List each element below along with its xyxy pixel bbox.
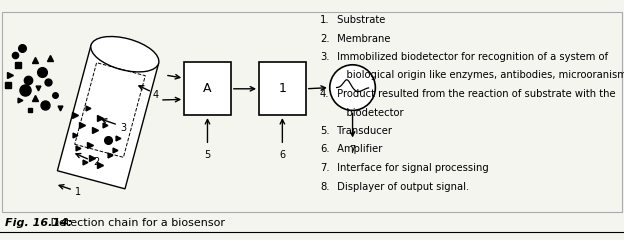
Text: 2.: 2. xyxy=(320,34,329,43)
Text: 4: 4 xyxy=(153,90,159,100)
Text: 4.: 4. xyxy=(320,89,329,99)
Polygon shape xyxy=(57,45,158,189)
Text: Interface for signal processing: Interface for signal processing xyxy=(334,163,489,173)
Text: 1.: 1. xyxy=(320,15,329,25)
Text: Product resulted from the reaction of substrate with the: Product resulted from the reaction of su… xyxy=(334,89,616,99)
Ellipse shape xyxy=(90,36,159,72)
Circle shape xyxy=(329,65,376,110)
Text: 3.: 3. xyxy=(320,52,329,62)
Text: Membrane: Membrane xyxy=(334,34,391,43)
Text: A: A xyxy=(203,82,212,95)
Text: biological origin like enzymes, antibodies, microoranisms: biological origin like enzymes, antibodi… xyxy=(334,71,624,80)
Text: 6: 6 xyxy=(280,150,285,160)
Text: Amplifier: Amplifier xyxy=(334,144,383,155)
Text: 7.: 7. xyxy=(320,163,329,173)
Text: 3: 3 xyxy=(120,123,126,133)
Text: Immobilized biodetector for recognition of a system of: Immobilized biodetector for recognition … xyxy=(334,52,608,62)
Text: Substrate: Substrate xyxy=(334,15,386,25)
Bar xyxy=(184,62,231,115)
Text: Displayer of output signal.: Displayer of output signal. xyxy=(334,181,469,192)
Text: Fig. 16.14:: Fig. 16.14: xyxy=(5,218,72,228)
Bar xyxy=(2,12,622,212)
Text: 2: 2 xyxy=(93,157,99,167)
Text: biodetector: biodetector xyxy=(334,108,404,118)
Text: Detection chain for a biosensor: Detection chain for a biosensor xyxy=(47,218,225,228)
Text: 8.: 8. xyxy=(320,181,329,192)
Text: 5.: 5. xyxy=(320,126,329,136)
Text: 1: 1 xyxy=(75,187,81,197)
Text: 7: 7 xyxy=(349,145,356,156)
Text: Transducer: Transducer xyxy=(334,126,392,136)
Text: 5: 5 xyxy=(204,150,211,160)
Text: 6.: 6. xyxy=(320,144,329,155)
Bar xyxy=(259,62,306,115)
Text: 1: 1 xyxy=(278,82,286,95)
